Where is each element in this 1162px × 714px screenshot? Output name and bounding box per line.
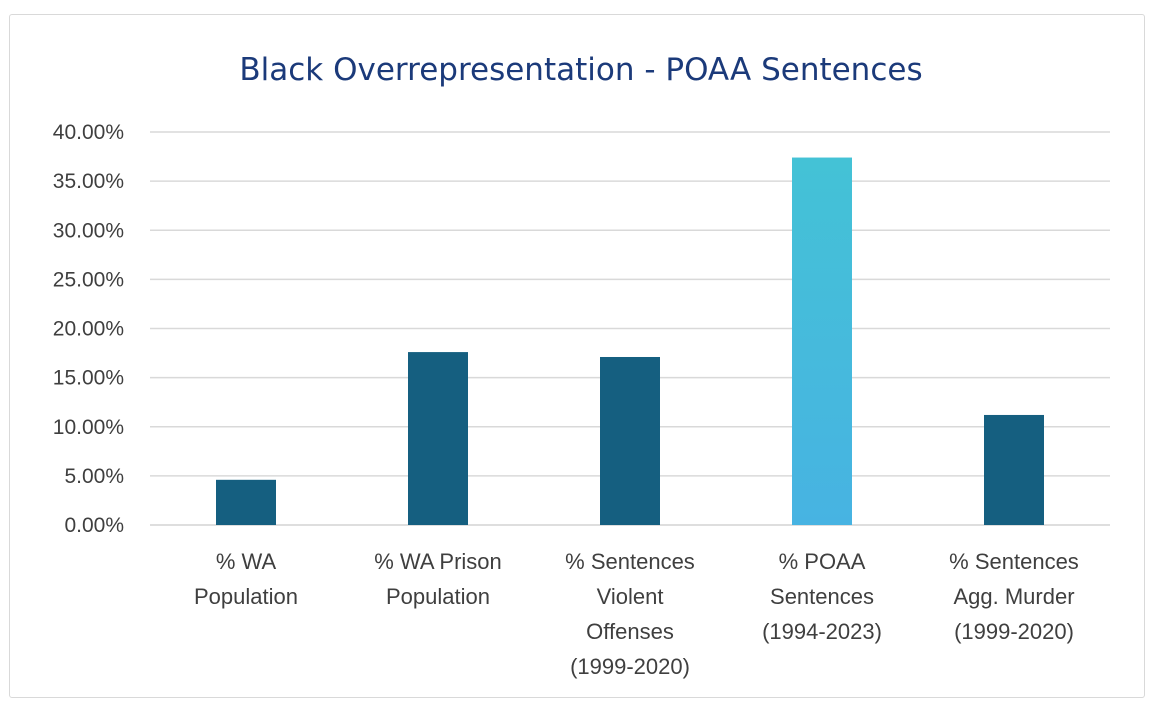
y-tick-label: 20.00% — [53, 318, 124, 341]
y-tick-label: 15.00% — [53, 367, 124, 390]
x-tick-label: % Sentences Agg. Murder (1999-2020) — [949, 549, 1079, 644]
bar — [408, 352, 468, 525]
x-tick-label: % WA Population — [194, 549, 298, 609]
y-tick-label: 25.00% — [53, 268, 124, 291]
x-tick-label: % Sentences Violent Offenses (1999-2020) — [565, 549, 695, 679]
chart-title: Black Overrepresentation - POAA Sentence… — [239, 52, 922, 88]
y-tick-label: 30.00% — [53, 219, 124, 242]
x-tick-label: % POAA Sentences (1994-2023) — [762, 549, 882, 644]
y-tick-label: 35.00% — [53, 170, 124, 193]
bar — [984, 414, 1044, 525]
y-tick-label: 0.00% — [64, 514, 124, 537]
y-tick-label: 10.00% — [53, 416, 124, 439]
y-tick-label: 5.00% — [64, 465, 124, 488]
chart-frame — [9, 14, 1145, 698]
bar — [216, 479, 276, 525]
y-tick-label: 40.00% — [53, 121, 124, 144]
bar — [792, 157, 852, 526]
bar — [600, 356, 660, 525]
x-tick-label: % WA Prison Population — [374, 549, 502, 609]
